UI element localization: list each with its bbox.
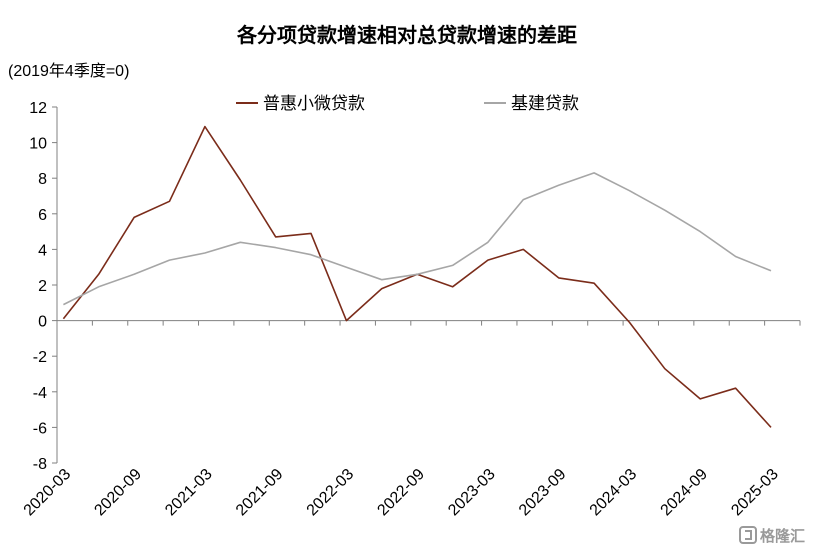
x-tick-label: 2023-03 xyxy=(445,466,499,520)
watermark-text: 格隆汇 xyxy=(760,527,805,545)
y-tick-label: -4 xyxy=(33,385,47,402)
x-tick-label: 2025-03 xyxy=(728,466,782,520)
y-tick-label: 2 xyxy=(38,278,47,295)
y-tick-label: -8 xyxy=(33,456,47,473)
y-tick-label: -6 xyxy=(33,420,47,437)
logo-icon xyxy=(739,526,757,544)
legend-label-series-1: 基建贷款 xyxy=(511,94,579,113)
x-tick-label: 2020-03 xyxy=(21,466,75,520)
chart-title: 各分项贷款增速相对总贷款增速的差距 xyxy=(236,23,577,47)
x-tick-label: 2022-09 xyxy=(374,466,428,520)
x-tick-label: 2022-03 xyxy=(304,466,358,520)
x-tick-label: 2021-09 xyxy=(233,466,287,520)
y-tick-label: -2 xyxy=(33,349,47,366)
x-tick-label: 2023-09 xyxy=(516,466,570,520)
series-line-1 xyxy=(63,172,772,306)
y-tick-label: 4 xyxy=(38,242,47,259)
x-tick-label: 2020-09 xyxy=(91,466,145,520)
x-tick-label: 2024-03 xyxy=(587,466,641,520)
legend: 普惠小微贷款 基建贷款 xyxy=(236,94,579,113)
watermark: 格隆汇 xyxy=(739,526,805,545)
series-line-0 xyxy=(62,125,772,428)
y-tick-label: 6 xyxy=(38,207,47,224)
x-tick-label: 2024-09 xyxy=(658,466,712,520)
y-tick-label: 8 xyxy=(38,171,47,188)
series-lines xyxy=(62,125,772,428)
y-tick-label: 0 xyxy=(38,314,47,331)
y-tick-label: 10 xyxy=(29,136,47,153)
x-tick-label: 2021-03 xyxy=(162,466,216,520)
legend-label-series-0: 普惠小微贷款 xyxy=(263,94,365,113)
chart-subtitle: (2019年4季度=0) xyxy=(8,62,129,80)
y-tick-label: 12 xyxy=(29,100,47,117)
